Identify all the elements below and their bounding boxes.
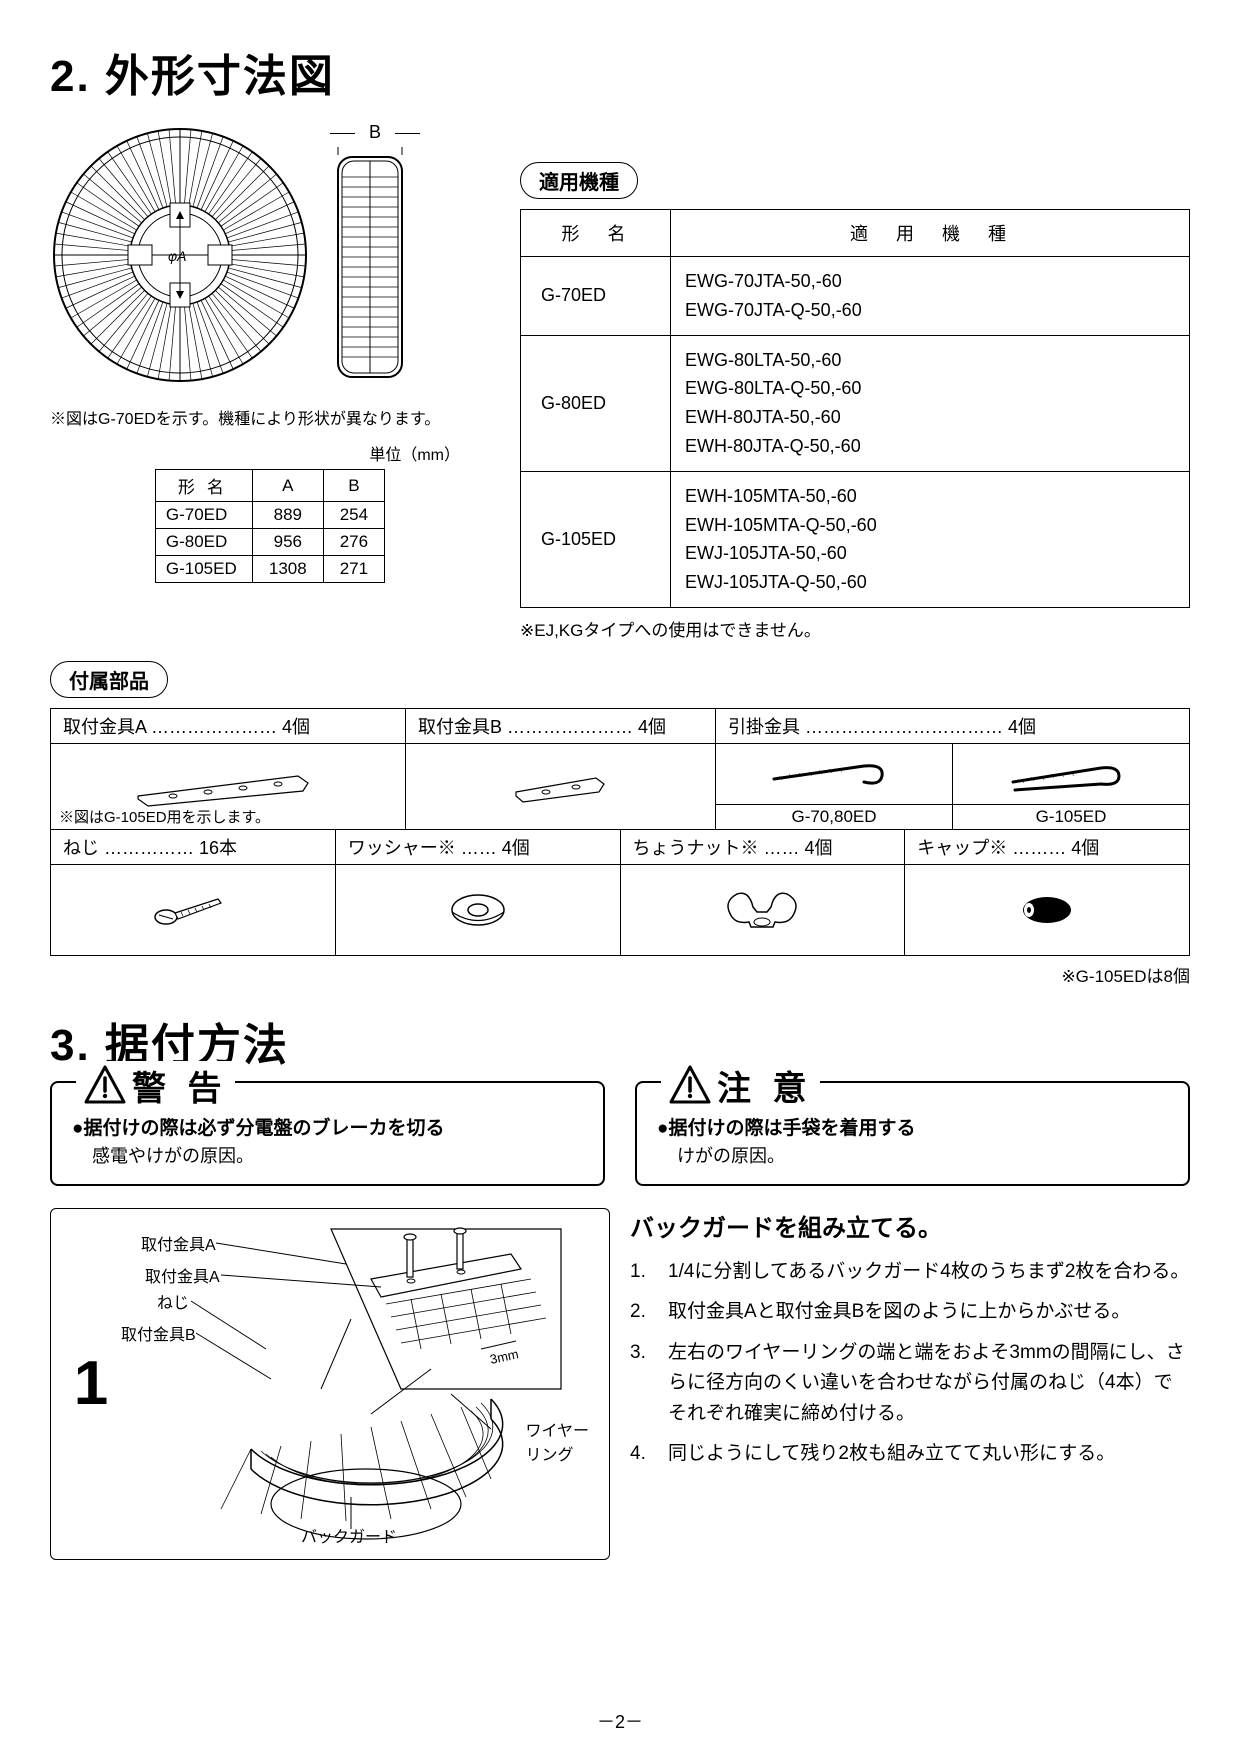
- step-1-box: 1: [50, 1208, 610, 1560]
- section-2-title: 2. 外形寸法図: [50, 40, 1190, 104]
- parts-header-c: 引掛金具 …………………………… 4個: [716, 709, 1189, 744]
- screw-icon: [51, 865, 335, 955]
- parts-cell-bracket-b: 取付金具B ………………… 4個: [406, 709, 716, 829]
- step-1-diagram: 3mm 取付金具A 取付金具A ねじ 取付金具B: [121, 1219, 599, 1549]
- bracket-b-icon: [406, 744, 715, 829]
- hook-icon-2: [953, 744, 1189, 804]
- callout-bracket-b: 取付金具B: [121, 1321, 196, 1345]
- parts-cell-cap: キャップ※ ……… 4個: [905, 830, 1189, 955]
- warning-line2: 感電やけがの原因。: [72, 1142, 583, 1168]
- caution-box: 注 意 据付けの際は手袋を着用する けがの原因。: [635, 1081, 1190, 1186]
- warning-icon: [84, 1064, 126, 1106]
- parts-row-1: 取付金具A ………………… 4個 ※図はG-105ED用を示します。 取付: [51, 709, 1189, 830]
- dim-th-name: 形名: [155, 470, 252, 502]
- warning-box: 警 告 据付けの際は必ず分電盤のブレーカを切る 感電やけがの原因。: [50, 1081, 605, 1186]
- parts-note: ※G-105EDは8個: [50, 962, 1190, 987]
- caution-title: 注 意: [661, 1061, 820, 1110]
- callout-wire: ワイヤー リング: [525, 1417, 589, 1465]
- bracket-a-icon: ※図はG-105ED用を示します。: [51, 744, 405, 829]
- wingnut-icon: [621, 865, 905, 955]
- callout-bracket-a1: 取付金具A: [141, 1231, 216, 1255]
- section-3: 3. 据付方法 警 告 据付けの際は必ず分電盤のブレーカを切る 感電やけがの原因…: [50, 1009, 1190, 1560]
- model-th-apply: 適用機種: [671, 210, 1190, 257]
- parts-header-cap: キャップ※ ……… 4個: [905, 830, 1189, 865]
- parts-row-2: ねじ …………… 16本 ワッシャー※ …… 4個: [51, 830, 1189, 955]
- list-item: 3.左右のワイヤーリングの端と端をおよそ3mmの間隔にし、さらに径方向のくい違い…: [630, 1338, 1190, 1429]
- parts-cell-screw: ねじ …………… 16本: [51, 830, 336, 955]
- model-name-1: G-80ED: [521, 335, 671, 471]
- warning-title: 警 告: [76, 1061, 235, 1110]
- parts-cell-bracket-a: 取付金具A ………………… 4個 ※図はG-105ED用を示します。: [51, 709, 406, 829]
- caution-line2: けがの原因。: [657, 1142, 1168, 1168]
- model-pill-label: 適用機種: [520, 162, 638, 199]
- fan-side-diagram: B: [330, 122, 420, 387]
- page-number: －2－: [0, 1708, 1240, 1734]
- diagram-area: φA B: [50, 122, 490, 387]
- dimension-unit: 単位（mm）: [50, 441, 490, 465]
- hook-label-2: G-105ED: [953, 804, 1189, 829]
- step-1-heading: バックガードを組み立てる。: [630, 1208, 1190, 1243]
- model-table: 形名 適用機種 G-70ED EWG-70JTA-50,-60 EWG-70JT…: [520, 209, 1190, 608]
- model-lines-2: EWH-105MTA-50,-60 EWH-105MTA-Q-50,-60 EW…: [671, 471, 1190, 607]
- step-1-list: 1.1/4に分割してあるバックガード4枚のうちまず2枚を合わる。 2.取付金具A…: [630, 1257, 1190, 1469]
- model-th-name: 形名: [521, 210, 671, 257]
- fan-front-diagram: φA: [50, 125, 310, 385]
- callout-screw: ねじ: [157, 1289, 189, 1313]
- model-name-2: G-105ED: [521, 471, 671, 607]
- cap-icon: [905, 865, 1189, 955]
- diagram-column: φA B: [50, 112, 490, 641]
- top-row: φA B: [50, 112, 1190, 641]
- dim-th-b: B: [323, 470, 384, 502]
- parts-header-wingnut: ちょうナット※ …… 4個: [621, 830, 905, 865]
- model-lines-0: EWG-70JTA-50,-60 EWG-70JTA-Q-50,-60: [671, 257, 1190, 336]
- parts-cell-washer: ワッシャー※ …… 4個: [336, 830, 621, 955]
- bracket-a-subnote: ※図はG-105ED用を示します。: [59, 806, 270, 827]
- caution-line1: 据付けの際は手袋を着用する: [657, 1113, 1168, 1140]
- parts-header-a: 取付金具A ………………… 4個: [51, 709, 405, 744]
- section-2: 2. 外形寸法図: [50, 40, 1190, 987]
- parts-section: 付属部品 取付金具A ………………… 4個 ※図はG-105ED用を示します。: [50, 661, 1190, 987]
- list-item: 1.1/4に分割してあるバックガード4枚のうちまず2枚を合わる。: [630, 1257, 1190, 1287]
- model-lines-1: EWG-80LTA-50,-60 EWG-80LTA-Q-50,-60 EWH-…: [671, 335, 1190, 471]
- parts-header-washer: ワッシャー※ …… 4個: [336, 830, 620, 865]
- hook-sub-1: G-70,80ED: [716, 744, 953, 829]
- list-item: 4.同じようにして残り2枚も組み立てて丸い形にする。: [630, 1439, 1190, 1469]
- parts-grid: 取付金具A ………………… 4個 ※図はG-105ED用を示します。 取付: [50, 708, 1190, 956]
- parts-pill-label: 付属部品: [50, 661, 168, 698]
- parts-header-screw: ねじ …………… 16本: [51, 830, 335, 865]
- step-1-text: バックガードを組み立てる。 1.1/4に分割してあるバックガード4枚のうちまず2…: [630, 1208, 1190, 1560]
- parts-cell-hook: 引掛金具 …………………………… 4個 G-70,80ED: [716, 709, 1189, 829]
- diagram-note: ※図はG-70EDを示す。機種により形状が異なります。: [50, 405, 490, 429]
- parts-header-b: 取付金具B ………………… 4個: [406, 709, 715, 744]
- model-name-0: G-70ED: [521, 257, 671, 336]
- svg-text:φA: φA: [168, 248, 186, 264]
- warning-line1: 据付けの際は必ず分電盤のブレーカを切る: [72, 1113, 583, 1140]
- dimension-table: 形名 A B G-70ED889254 G-80ED956276 G-105ED…: [155, 469, 385, 583]
- dim-th-a: A: [252, 470, 323, 502]
- step-row: 1: [50, 1208, 1190, 1560]
- model-note: ※EJ,KGタイプへの使用はできません。: [520, 616, 1190, 641]
- list-item: 2.取付金具Aと取付金具Bを図のように上からかぶせる。: [630, 1297, 1190, 1327]
- step-1-number: 1: [61, 1348, 121, 1419]
- caution-icon: [669, 1064, 711, 1106]
- model-column: 適用機種 形名 適用機種 G-70ED EWG-70JTA-50,-60 EWG…: [520, 112, 1190, 641]
- alert-row: 警 告 据付けの際は必ず分電盤のブレーカを切る 感電やけがの原因。 注 意 据付…: [50, 1081, 1190, 1186]
- parts-cell-wingnut: ちょうナット※ …… 4個: [621, 830, 906, 955]
- callout-bracket-a2: 取付金具A: [145, 1263, 220, 1287]
- dimension-b-label: B: [330, 122, 420, 143]
- hook-sub-2: G-105ED: [953, 744, 1189, 829]
- hook-label-1: G-70,80ED: [716, 804, 952, 829]
- washer-icon: [336, 865, 620, 955]
- callout-guard: バックガード: [301, 1523, 397, 1547]
- hook-icon-1: [716, 744, 952, 804]
